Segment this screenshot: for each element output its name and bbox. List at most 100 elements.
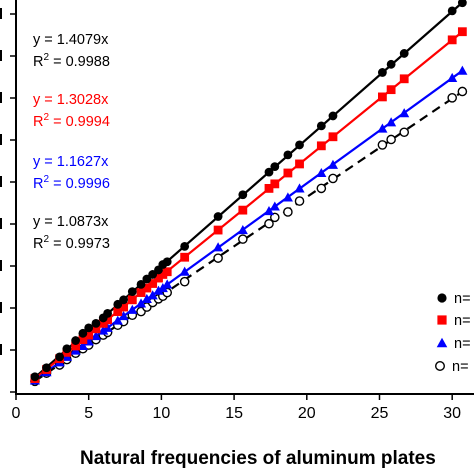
- data-point: [447, 93, 457, 103]
- data-point: [77, 340, 88, 351]
- data-point: [238, 205, 248, 215]
- data-point: [457, 65, 468, 75]
- data-point: [269, 201, 280, 211]
- x-tick-label: 5: [84, 405, 93, 422]
- data-point: [55, 352, 65, 362]
- data-point: [127, 287, 137, 297]
- data-points: [29, 0, 468, 387]
- x-axis-title: Natural frequencies of aluminum plates: [80, 448, 436, 469]
- x-tick-label: 0: [12, 405, 21, 422]
- data-point: [386, 117, 397, 127]
- data-point: [386, 85, 396, 95]
- data-point: [78, 335, 88, 345]
- data-point: [119, 295, 128, 305]
- data-point: [213, 212, 223, 221]
- fit-equation: y = 1.3028x: [33, 92, 109, 108]
- data-point: [142, 283, 152, 293]
- data-point: [237, 224, 248, 235]
- fit-r-squared: R2 = 0.9994: [33, 112, 110, 130]
- data-point: [282, 192, 293, 202]
- data-point: [213, 253, 223, 263]
- data-point: [98, 325, 109, 335]
- data-point: [270, 162, 280, 172]
- data-point: [295, 159, 304, 169]
- legend: n= n= n= n=: [435, 291, 471, 375]
- data-point: [180, 252, 190, 262]
- y-tick-label-fragment: [0, 50, 2, 61]
- data-point: [437, 315, 447, 325]
- x-tick-label: 25: [371, 405, 389, 422]
- data-point: [386, 59, 396, 69]
- data-point: [378, 92, 387, 102]
- y-tick-label-fragment: [0, 8, 2, 19]
- fit-equation: y = 1.4079x: [33, 32, 109, 48]
- legend-label: n=: [454, 313, 471, 329]
- data-point: [264, 167, 274, 177]
- x-tick-label: 15: [225, 405, 243, 422]
- data-point: [399, 74, 409, 84]
- data-point: [457, 0, 467, 8]
- data-point: [153, 285, 164, 295]
- fit-r-squared: R2 = 0.9973: [33, 234, 110, 252]
- data-point: [118, 311, 129, 321]
- data-point: [457, 27, 467, 37]
- data-point: [399, 49, 409, 58]
- data-point: [238, 234, 248, 244]
- data-point: [71, 341, 81, 351]
- data-point: [112, 315, 123, 325]
- x-tick-label: 20: [298, 405, 316, 422]
- data-point: [263, 205, 275, 216]
- data-point: [295, 140, 304, 150]
- x-tick-label: 30: [443, 405, 461, 422]
- data-point: [141, 293, 152, 303]
- data-point: [457, 86, 468, 97]
- data-point: [148, 279, 158, 288]
- data-point: [447, 72, 458, 82]
- data-point: [136, 280, 146, 289]
- data-point: [84, 330, 94, 340]
- data-point: [78, 328, 88, 338]
- data-point: [294, 196, 305, 206]
- data-point: [238, 190, 248, 200]
- data-point: [119, 302, 128, 312]
- y-tick-label-fragment: [0, 176, 2, 187]
- data-point: [135, 298, 147, 308]
- data-point: [270, 179, 280, 189]
- data-point: [283, 207, 293, 217]
- data-point: [316, 121, 326, 131]
- data-point: [328, 173, 338, 184]
- fit-equation: y = 1.0873x: [33, 214, 109, 230]
- fit-line: [34, 90, 463, 383]
- data-point: [316, 167, 327, 178]
- legend-label: n=: [452, 359, 469, 375]
- fit-r-squared: R2 = 0.9988: [33, 52, 110, 70]
- data-point: [328, 132, 338, 142]
- data-point: [162, 279, 173, 289]
- y-tick-label-fragment: [0, 302, 2, 313]
- x-tick-label: 10: [152, 405, 170, 422]
- data-point: [113, 307, 123, 316]
- data-point: [264, 183, 274, 193]
- y-tick-label-fragment: [0, 134, 2, 145]
- data-point: [103, 308, 112, 318]
- data-point: [386, 134, 396, 145]
- data-point: [127, 304, 138, 314]
- data-point: [90, 330, 102, 341]
- data-point: [283, 150, 293, 160]
- data-point: [136, 288, 146, 297]
- data-point: [399, 127, 410, 138]
- data-point: [84, 323, 94, 333]
- data-point: [316, 141, 326, 151]
- data-point: [435, 361, 446, 372]
- data-point: [91, 318, 101, 328]
- data-point: [377, 123, 388, 133]
- data-point: [436, 337, 448, 348]
- annotations: y = 1.4079x R2 = 0.9988 y = 1.3028x R2 = 0.…: [33, 32, 110, 252]
- data-point: [447, 6, 457, 16]
- y-tick-label-fragment: [0, 260, 2, 271]
- data-point: [316, 183, 327, 194]
- data-point: [162, 257, 172, 267]
- data-point: [62, 344, 72, 354]
- data-point: [213, 225, 223, 235]
- data-point: [399, 108, 410, 118]
